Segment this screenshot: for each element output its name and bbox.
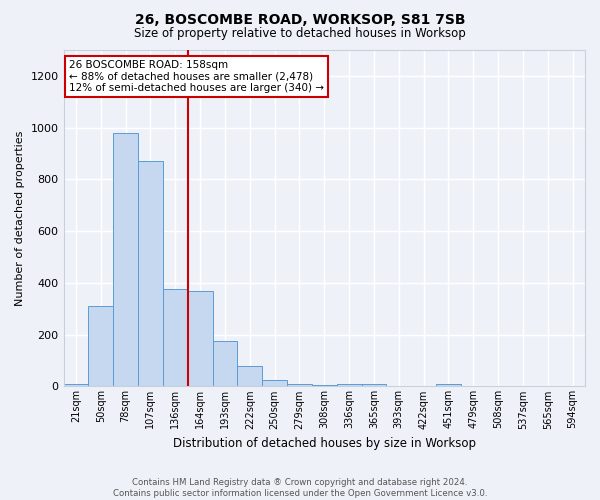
- Bar: [337, 384, 362, 386]
- Bar: [138, 162, 163, 386]
- Bar: [287, 384, 312, 386]
- Bar: [262, 380, 287, 386]
- Bar: [362, 384, 386, 386]
- Text: 26, BOSCOMBE ROAD, WORKSOP, S81 7SB: 26, BOSCOMBE ROAD, WORKSOP, S81 7SB: [135, 12, 465, 26]
- Bar: [163, 290, 188, 386]
- Y-axis label: Number of detached properties: Number of detached properties: [15, 130, 25, 306]
- Text: Contains HM Land Registry data ® Crown copyright and database right 2024.
Contai: Contains HM Land Registry data ® Crown c…: [113, 478, 487, 498]
- Bar: [212, 341, 238, 386]
- Bar: [88, 306, 113, 386]
- X-axis label: Distribution of detached houses by size in Worksop: Distribution of detached houses by size …: [173, 437, 476, 450]
- Text: 26 BOSCOMBE ROAD: 158sqm
← 88% of detached houses are smaller (2,478)
12% of sem: 26 BOSCOMBE ROAD: 158sqm ← 88% of detach…: [69, 60, 324, 94]
- Bar: [238, 366, 262, 386]
- Bar: [188, 290, 212, 386]
- Bar: [64, 384, 88, 386]
- Text: Size of property relative to detached houses in Worksop: Size of property relative to detached ho…: [134, 28, 466, 40]
- Bar: [113, 133, 138, 386]
- Bar: [436, 384, 461, 386]
- Bar: [312, 385, 337, 386]
